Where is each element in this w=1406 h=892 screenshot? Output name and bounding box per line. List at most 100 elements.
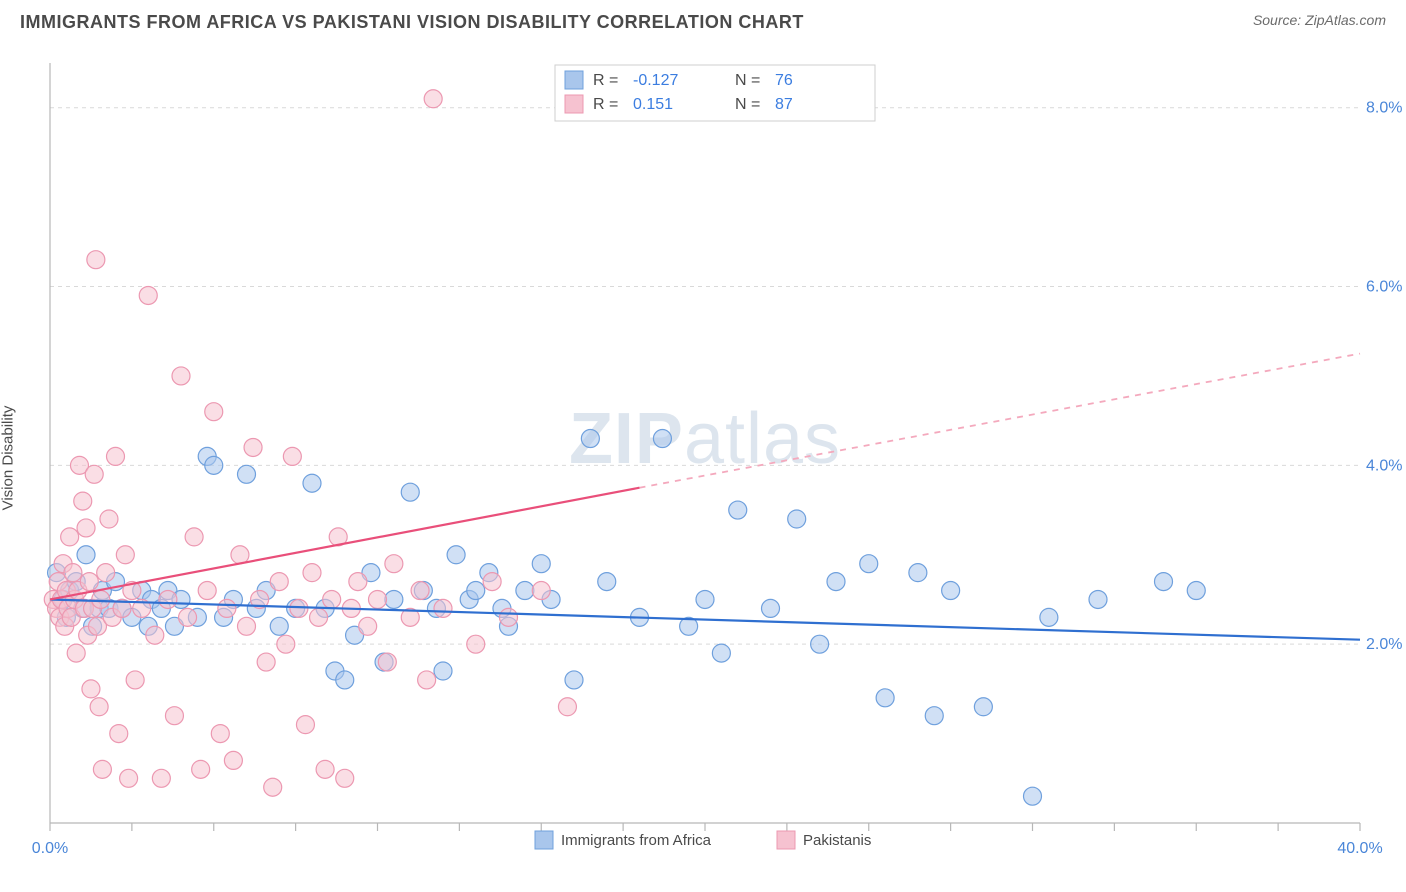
data-point — [385, 555, 403, 573]
data-point — [85, 465, 103, 483]
data-point — [316, 760, 334, 778]
data-point — [165, 707, 183, 725]
data-point — [378, 653, 396, 671]
data-point — [303, 564, 321, 582]
data-point — [74, 492, 92, 510]
data-point — [310, 608, 328, 626]
y-tick-label: 6.0% — [1366, 279, 1402, 296]
data-point — [323, 590, 341, 608]
scatter-chart: 2.0%4.0%6.0%8.0%ZIPatlas0.0%40.0%Immigra… — [0, 33, 1406, 883]
data-point — [811, 635, 829, 653]
data-point — [185, 528, 203, 546]
data-point — [827, 573, 845, 591]
data-point — [653, 430, 671, 448]
data-point — [909, 564, 927, 582]
data-point — [126, 671, 144, 689]
data-point — [90, 698, 108, 716]
stats-n-label: N = — [735, 72, 760, 89]
data-point — [500, 608, 518, 626]
data-point — [290, 599, 308, 617]
data-point — [336, 769, 354, 787]
data-point — [146, 626, 164, 644]
data-point — [92, 590, 110, 608]
legend-label: Immigrants from Africa — [561, 832, 712, 849]
y-axis-label: Vision Disability — [0, 406, 17, 511]
watermark: ZIPatlas — [569, 399, 841, 479]
data-point — [359, 617, 377, 635]
data-point — [401, 483, 419, 501]
data-point — [788, 510, 806, 528]
data-point — [467, 582, 485, 600]
y-tick-label: 8.0% — [1366, 100, 1402, 117]
data-point — [467, 635, 485, 653]
data-point — [532, 582, 550, 600]
data-point — [283, 447, 301, 465]
data-point — [411, 582, 429, 600]
stats-r-value: 0.151 — [633, 96, 673, 113]
chart-source: Source: ZipAtlas.com — [1253, 12, 1386, 28]
data-point — [172, 367, 190, 385]
data-point — [238, 617, 256, 635]
data-point — [244, 438, 262, 456]
data-point — [424, 90, 442, 108]
data-point — [712, 644, 730, 662]
data-point — [257, 653, 275, 671]
data-point — [434, 599, 452, 617]
data-point — [224, 751, 242, 769]
data-point — [205, 456, 223, 474]
y-tick-label: 2.0% — [1366, 636, 1402, 653]
data-point — [100, 510, 118, 528]
data-point — [87, 251, 105, 269]
stats-swatch — [565, 95, 583, 113]
data-point — [120, 769, 138, 787]
data-point — [93, 760, 111, 778]
data-point — [238, 465, 256, 483]
stats-n-label: N = — [735, 96, 760, 113]
data-point — [61, 528, 79, 546]
data-point — [925, 707, 943, 725]
data-point — [434, 662, 452, 680]
data-point — [1155, 573, 1173, 591]
data-point — [277, 635, 295, 653]
legend-swatch — [777, 831, 795, 849]
data-point — [369, 590, 387, 608]
data-point — [418, 671, 436, 689]
data-point — [296, 716, 314, 734]
data-point — [205, 403, 223, 421]
data-point — [270, 573, 288, 591]
data-point — [270, 617, 288, 635]
data-point — [64, 564, 82, 582]
chart-title: IMMIGRANTS FROM AFRICA VS PAKISTANI VISI… — [20, 12, 804, 33]
data-point — [974, 698, 992, 716]
data-point — [110, 725, 128, 743]
stats-swatch — [565, 71, 583, 89]
data-point — [860, 555, 878, 573]
stats-r-value: -0.127 — [633, 72, 678, 89]
data-point — [264, 778, 282, 796]
data-point — [82, 680, 100, 698]
data-point — [516, 582, 534, 600]
data-point — [581, 430, 599, 448]
data-point — [77, 519, 95, 537]
data-point — [159, 590, 177, 608]
data-point — [97, 564, 115, 582]
data-point — [67, 644, 85, 662]
data-point — [139, 286, 157, 304]
x-tick-label: 40.0% — [1337, 840, 1382, 857]
data-point — [1040, 608, 1058, 626]
data-point — [303, 474, 321, 492]
data-point — [179, 608, 197, 626]
data-point — [483, 573, 501, 591]
data-point — [942, 582, 960, 600]
stats-r-label: R = — [593, 96, 618, 113]
data-point — [116, 546, 134, 564]
data-point — [1187, 582, 1205, 600]
data-point — [385, 590, 403, 608]
stats-n-value: 87 — [775, 96, 793, 113]
legend-swatch — [535, 831, 553, 849]
data-point — [77, 546, 95, 564]
data-point — [336, 671, 354, 689]
data-point — [107, 447, 125, 465]
data-point — [192, 760, 210, 778]
data-point — [558, 698, 576, 716]
